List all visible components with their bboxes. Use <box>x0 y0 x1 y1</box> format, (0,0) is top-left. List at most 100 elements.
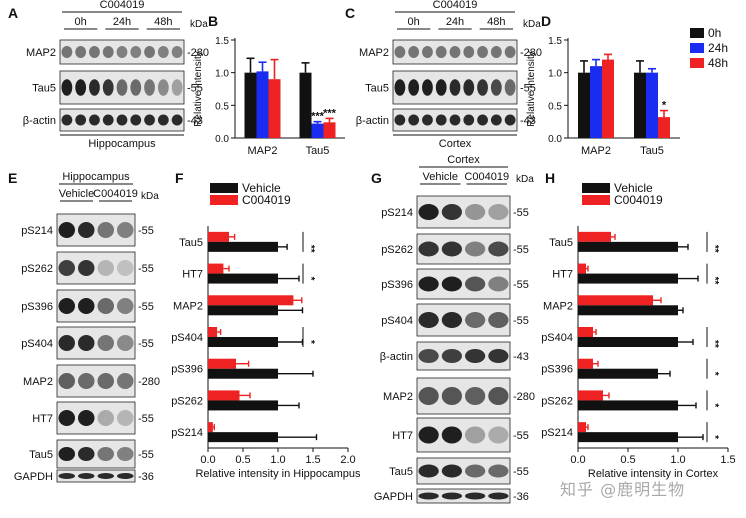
significance-marker: ** <box>709 245 720 253</box>
blot-band <box>418 492 439 500</box>
blot-band <box>89 46 100 58</box>
blot-band <box>61 46 73 58</box>
y-tick-label: MAP2 <box>543 300 573 312</box>
blot-row-label: MAP2 <box>26 47 56 59</box>
blot-band <box>488 204 509 220</box>
y-tick-label: 0.5 <box>215 101 229 112</box>
blot-row-label: pS396 <box>21 301 53 313</box>
bar-0h <box>299 72 312 138</box>
blot-band <box>435 114 447 126</box>
blot-band <box>58 222 75 238</box>
bar-Vehicle <box>208 400 278 411</box>
blot-band <box>418 276 439 292</box>
blot-kda-unit: kDa <box>141 191 159 202</box>
blot-kda-label: -55 <box>513 430 529 442</box>
blot-band <box>117 298 134 314</box>
bar-24h <box>646 72 658 138</box>
blot-band <box>61 79 73 96</box>
blot-kda-label: -36 <box>138 471 154 483</box>
legend-label: 0h <box>708 26 721 40</box>
blot-band <box>418 241 439 257</box>
x-tick-label: 0.5 <box>235 454 250 466</box>
blot-region-label: Cortex <box>439 138 472 150</box>
blot-band <box>97 335 114 351</box>
y-tick-label: 1.5 <box>215 36 229 47</box>
significance-marker: * <box>709 403 720 407</box>
blot-band <box>408 46 420 58</box>
bar-C004019 <box>208 358 236 369</box>
legend-swatch <box>690 43 704 53</box>
legend-swatch <box>690 58 704 68</box>
x-tick-label: 2.0 <box>340 454 355 466</box>
blot-band <box>449 114 461 126</box>
blot-band <box>157 46 169 58</box>
blot-band <box>78 473 95 479</box>
panel-letter-C: C <box>345 5 355 21</box>
blot-band <box>78 373 95 389</box>
blot-band <box>465 349 486 363</box>
blot-band <box>418 426 439 444</box>
x-tick-label: 1.5 <box>305 454 320 466</box>
blot-band <box>422 114 433 126</box>
blot-region-label: Cortex <box>447 154 480 166</box>
bar-Vehicle <box>208 305 278 316</box>
bar-Vehicle <box>578 305 678 316</box>
blot-band <box>130 114 142 126</box>
blot-strip <box>56 469 136 483</box>
y-tick-label: HT7 <box>182 269 203 281</box>
blot-band <box>117 410 134 426</box>
blot-kda-label: -55 <box>138 225 154 237</box>
legend-swatch <box>210 183 238 193</box>
blot-band <box>441 312 462 328</box>
legend-swatch <box>690 28 704 38</box>
blot-compound-label: C004019 <box>433 0 478 11</box>
y-tick-label: pS396 <box>171 364 203 376</box>
x-tick-label: 1.0 <box>670 454 685 466</box>
blot-band <box>441 426 462 444</box>
bar-0h <box>634 72 646 138</box>
bar-48h <box>323 122 336 138</box>
blot-kda-unit: kDa <box>516 174 534 185</box>
blot-row-label: pS404 <box>21 338 53 350</box>
x-tick-label: Tau5 <box>640 145 664 157</box>
blot-band <box>441 387 462 405</box>
blot-row-label: MAP2 <box>359 47 389 59</box>
panel-letter-F: F <box>175 170 184 186</box>
blot-kda-label: -43 <box>513 351 529 363</box>
legend-label: C004019 <box>614 193 663 207</box>
blot-band <box>130 46 142 58</box>
blot-band <box>465 204 486 220</box>
blot-band <box>157 79 169 96</box>
blot-band <box>117 260 134 276</box>
blot-band <box>171 114 183 126</box>
blot-band <box>465 241 486 257</box>
blot-band <box>97 260 114 276</box>
bar-24h <box>311 123 324 138</box>
blot-band <box>488 241 509 257</box>
y-tick-label: 1.0 <box>548 69 562 80</box>
significance-marker: * <box>662 100 667 112</box>
blot-strip <box>416 488 511 504</box>
bar-48h <box>658 117 670 138</box>
blot-band <box>58 410 75 426</box>
blot-band <box>97 473 114 479</box>
blot-band <box>97 298 114 314</box>
blot-time-label: 0h <box>75 16 87 28</box>
significance-marker: * <box>709 435 720 439</box>
blot-row-label: pS214 <box>381 207 413 219</box>
blot-band <box>463 46 475 58</box>
panel-letter-G: G <box>371 170 382 186</box>
blot-band <box>504 79 516 96</box>
bar-Vehicle <box>208 337 278 347</box>
panel-letter-H: H <box>545 170 555 186</box>
blot-row-label: pS396 <box>381 279 413 291</box>
bar-C004019 <box>578 263 586 274</box>
blot-band <box>488 464 509 478</box>
blot-band <box>75 79 87 96</box>
y-axis-label: Relative intensity <box>526 51 537 127</box>
blot-kda-label: -55 <box>187 83 203 95</box>
bar-C004019 <box>208 295 294 306</box>
y-tick-label: 1.5 <box>548 36 562 47</box>
blot-band <box>488 276 509 292</box>
y-tick-label: pS396 <box>541 364 573 376</box>
